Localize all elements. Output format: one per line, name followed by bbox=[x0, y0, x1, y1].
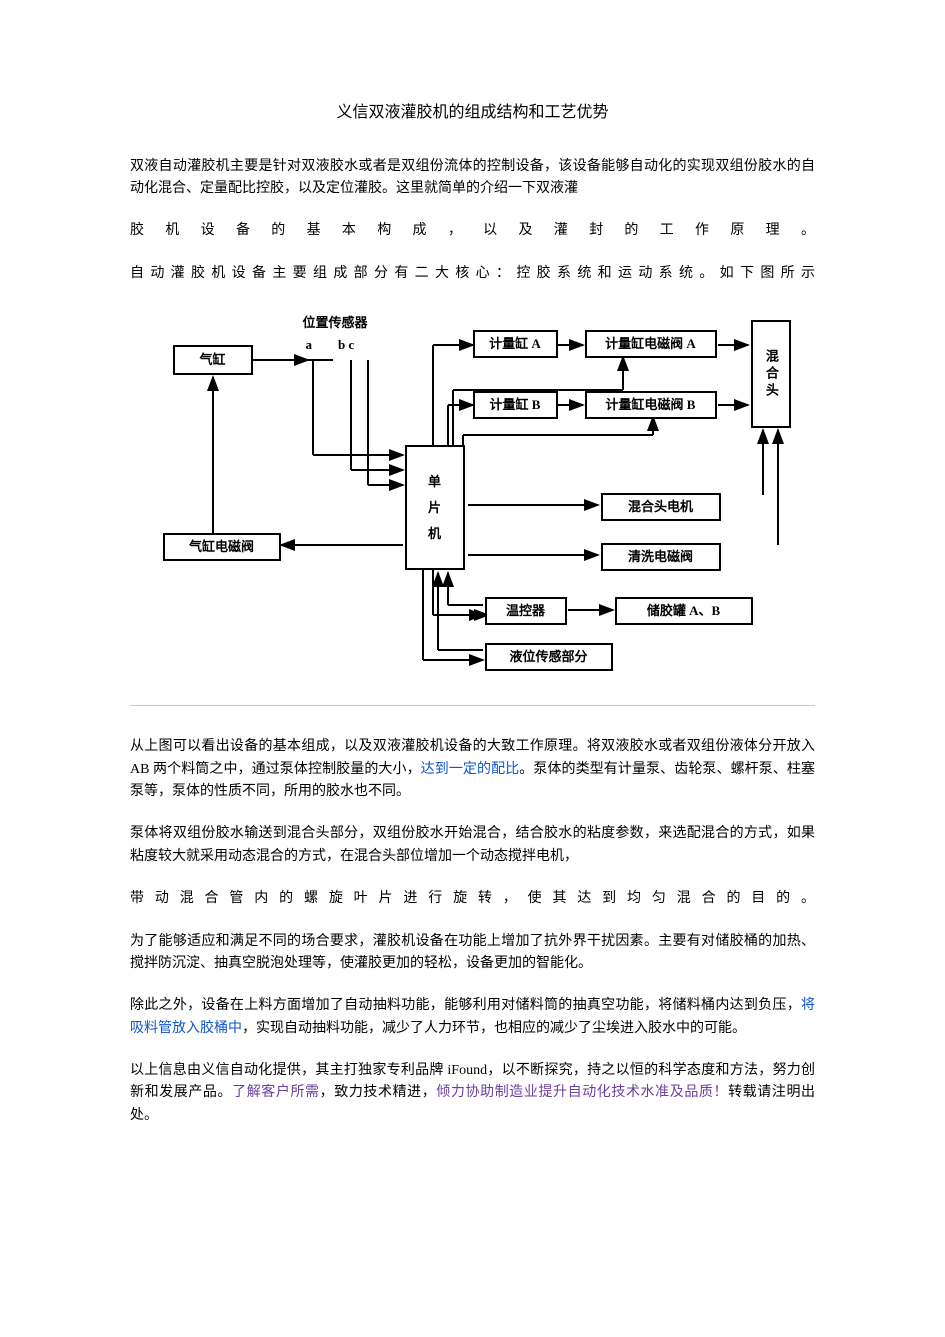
paragraph-4a: 泵体将双组份胶水输送到混合头部分，双组份胶水开始混合，结合胶水的粘度参数，来选配… bbox=[130, 823, 815, 868]
p1-text-b: 胶机设备的基本构成，以及灌封的工作原理。 bbox=[130, 223, 815, 238]
node-cyl-valve: 气缸电磁阀 bbox=[163, 533, 281, 561]
paragraph-5: 为了能够适应和满足不同的场合要求，灌胶机设备在功能上增加了抗外界干扰因素。主要有… bbox=[130, 931, 815, 976]
node-cylinder: 气缸 bbox=[173, 345, 253, 375]
node-valve-b: 计量缸电磁阀 B bbox=[585, 391, 717, 419]
paragraph-3: 从上图可以看出设备的基本组成，以及双液灌胶机设备的大致工作原理。将双液胶水或者双… bbox=[130, 736, 815, 803]
p7-link-1[interactable]: 了解客户所需 bbox=[232, 1085, 320, 1100]
pos-sensor-label: 位置传感器 bbox=[303, 313, 368, 334]
divider bbox=[130, 705, 815, 706]
p7-text-b: ，致力技术精进， bbox=[320, 1085, 437, 1100]
node-mix-head: 混合头 bbox=[751, 320, 791, 428]
paragraph-1b: 胶机设备的基本构成，以及灌封的工作原理。 bbox=[130, 220, 815, 242]
node-temp-ctrl: 温控器 bbox=[485, 597, 567, 625]
p4-text-b: 带动混合管内的螺旋叶片进行旋转，使其达到均匀混合的目的。 bbox=[130, 891, 815, 906]
mcu-3: 机 bbox=[428, 521, 441, 547]
p4-text-a: 泵体将双组份胶水输送到混合头部分，双组份胶水开始混合，结合胶水的粘度参数，来选配… bbox=[130, 826, 815, 863]
node-level-sensor: 液位传感部分 bbox=[485, 643, 613, 671]
paragraph-4b: 带动混合管内的螺旋叶片进行旋转，使其达到均匀混合的目的。 bbox=[130, 888, 815, 910]
node-meter-a: 计量缸 A bbox=[473, 330, 558, 358]
node-mix-motor: 混合头电机 bbox=[601, 493, 721, 521]
abc-label: a b c bbox=[306, 335, 355, 356]
node-meter-b: 计量缸 B bbox=[473, 391, 558, 419]
p7-link-2[interactable]: 倾力协助制造业提升自动化技术水准及品质！ bbox=[436, 1085, 728, 1100]
paragraph-2: 自动灌胶机设备主要组成部分有二大核心：控胶系统和运动系统。如下图所示 bbox=[130, 263, 815, 285]
node-tank: 储胶罐 A、B bbox=[615, 597, 753, 625]
p3-link-1[interactable]: 达到一定的配比 bbox=[421, 762, 520, 777]
node-valve-a: 计量缸电磁阀 A bbox=[585, 330, 717, 358]
system-diagram: 位置传感器 a b c 气缸 气缸电磁阀 单 片 机 计量缸 A 计量缸 B 计… bbox=[130, 305, 815, 685]
paragraph-7: 以上信息由义信自动化提供，其主打独家专利品牌 iFound，以不断探究，持之以恒… bbox=[130, 1060, 815, 1127]
paragraph-1: 双液自动灌胶机主要是针对双液胶水或者是双组份流体的控制设备，该设备能够自动化的实… bbox=[130, 156, 815, 201]
node-clean-valve: 清洗电磁阀 bbox=[601, 543, 721, 571]
p6-text-a: 除此之外，设备在上料方面增加了自动抽料功能，能够利用对储料筒的抽真空功能，将储料… bbox=[130, 998, 801, 1013]
node-mcu: 单 片 机 bbox=[405, 445, 465, 570]
doc-title: 义信双液灌胶机的组成结构和工艺优势 bbox=[130, 100, 815, 126]
diagram-canvas: 位置传感器 a b c 气缸 气缸电磁阀 单 片 机 计量缸 A 计量缸 B 计… bbox=[153, 305, 793, 685]
mcu-2: 片 bbox=[428, 495, 441, 521]
p1-text-a: 双液自动灌胶机主要是针对双液胶水或者是双组份流体的控制设备，该设备能够自动化的实… bbox=[130, 159, 815, 196]
p6-text-b: ，实现自动抽料功能，减少了人力环节，也相应的减少了尘埃进入胶水中的可能。 bbox=[242, 1021, 746, 1036]
paragraph-6: 除此之外，设备在上料方面增加了自动抽料功能，能够利用对储料筒的抽真空功能，将储料… bbox=[130, 995, 815, 1040]
mcu-1: 单 bbox=[428, 469, 441, 495]
